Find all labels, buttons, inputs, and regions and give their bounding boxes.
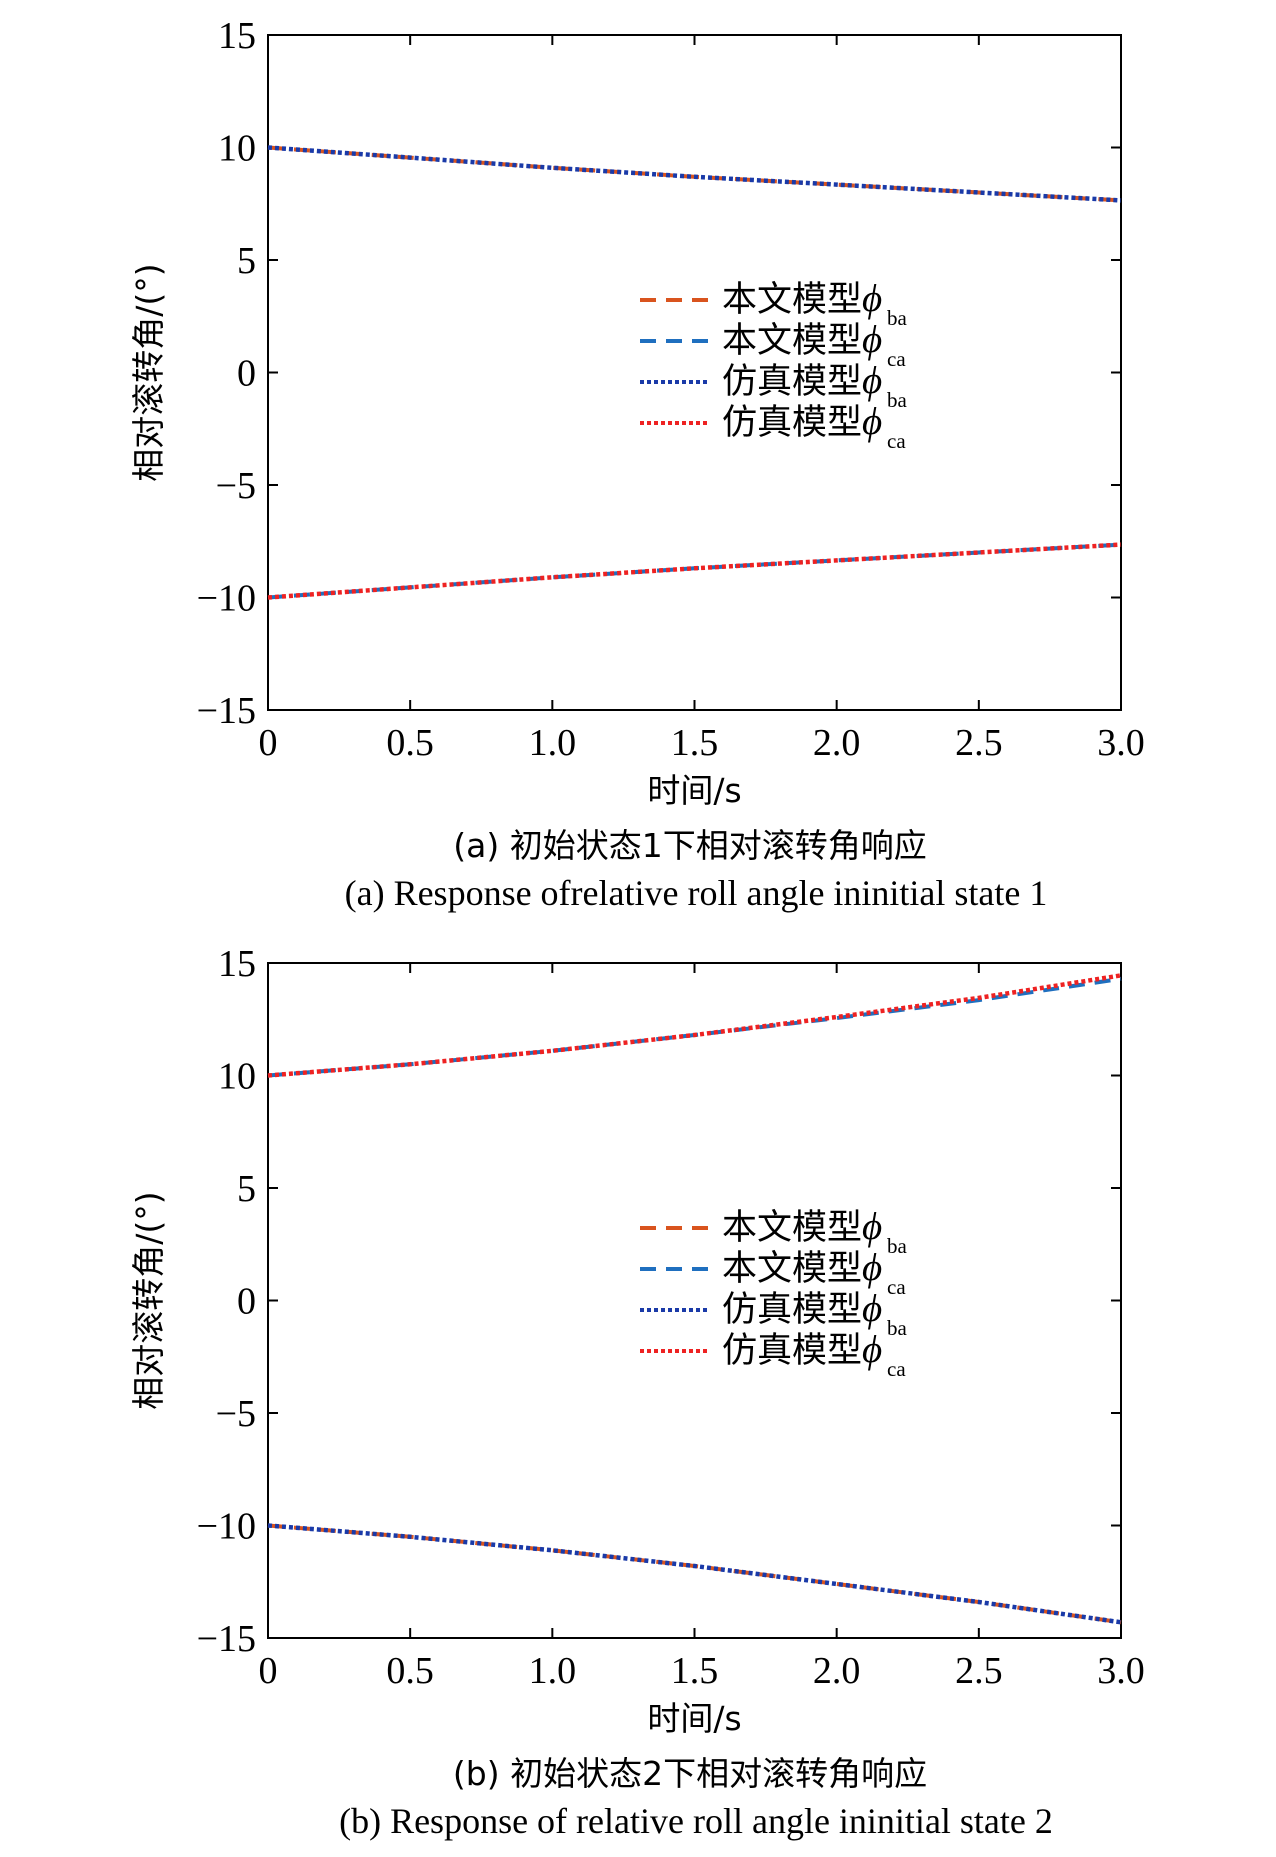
legend-subscript-0: ba (887, 306, 908, 330)
y-tick-label: 5 (237, 240, 256, 282)
caption-cn: (a) 初始状态1下相对滚转角响应 (453, 826, 926, 865)
series-line-3 (267, 973, 1122, 1078)
legend-subscript-2: ba (887, 1316, 908, 1340)
legend-subscript-1: ca (887, 1275, 906, 1299)
legend-label-1: 本文模型 (722, 1249, 862, 1289)
legend-label-3: 仿真模型 (722, 1331, 862, 1371)
y-axis-title: 相对滚转角/(°) (129, 1191, 168, 1409)
caption-en: (a) Response ofrelative roll angle inini… (345, 873, 1048, 913)
y-tick-label: 5 (237, 1168, 256, 1210)
x-tick-label: 1.5 (671, 722, 719, 764)
legend-subscript-3: ca (887, 1357, 906, 1381)
legend-label-0: 本文模型 (722, 280, 862, 320)
legend-subscript-2: ba (887, 388, 908, 412)
x-tick-label: 2.0 (813, 1650, 861, 1692)
legend-phi-1: ϕ (862, 318, 882, 361)
x-axis-title: 时间/s (647, 1699, 741, 1738)
x-tick-label: 2.5 (955, 1650, 1003, 1692)
chart-panel-a: 0 0.5 1.0 1.5 2.0 2.5 3.0 15 10 5 0 −5 −10 −15 时间/s 相对滚… (0, 0, 1276, 928)
series-line-0 (267, 1523, 1122, 1625)
legend-subscript-3: ca (887, 429, 906, 453)
y-tick-label: −5 (216, 465, 256, 507)
y-tick-label: −15 (197, 690, 256, 732)
legend-phi-2: ϕ (862, 1287, 882, 1330)
caption-cn: (b) 初始状态2下相对滚转角响应 (453, 1754, 927, 1793)
y-tick-label: 10 (218, 1056, 256, 1098)
legend-label-1: 本文模型 (722, 321, 862, 361)
series-line-3 (267, 542, 1122, 600)
series-line-2 (267, 145, 1122, 203)
x-tick-label: 1.5 (671, 1650, 719, 1692)
legend-label-2: 仿真模型 (722, 362, 862, 402)
x-tick-label: 3.0 (1097, 722, 1145, 764)
x-tick-label: 0 (259, 1650, 278, 1692)
legend-phi-0: ϕ (862, 277, 882, 320)
y-tick-label: −5 (216, 1393, 256, 1435)
legend-phi-1: ϕ (862, 1246, 882, 1289)
y-tick-label: 15 (218, 15, 256, 57)
chart-a: 0 0.5 1.0 1.5 2.0 2.5 3.0 15 10 5 0 −5 −10 −15 时间/s 相对滚… (129, 15, 1145, 913)
legend-phi-2: ϕ (862, 359, 882, 402)
plot-frame (267, 34, 1122, 711)
y-tick-label: 15 (218, 943, 256, 985)
legend-label-2: 仿真模型 (722, 1290, 862, 1330)
legend-subscript-1: ca (887, 347, 906, 371)
y-tick-label: −10 (197, 1506, 256, 1548)
legend-phi-3: ϕ (862, 400, 882, 443)
legend-subscript-0: ba (887, 1234, 908, 1258)
caption-en: (b) Response of relative roll angle inin… (339, 1801, 1053, 1841)
legend-label-0: 本文模型 (722, 1208, 862, 1248)
x-tick-label: 0 (259, 722, 278, 764)
series-line-1 (267, 976, 1122, 1078)
y-tick-label: 10 (218, 128, 256, 170)
x-tick-label: 2.5 (955, 722, 1003, 764)
y-tick-label: 0 (237, 1281, 256, 1323)
x-axis-title: 时间/s (647, 771, 741, 810)
x-tick-label: 1.0 (529, 722, 577, 764)
x-tick-label: 1.0 (529, 1650, 577, 1692)
legend-phi-3: ϕ (862, 1328, 882, 1371)
chart-b: 0 0.5 1.0 1.5 2.0 2.5 3.0 15 10 5 0 −5 −10 −15 时间/s 相对滚… (129, 943, 1145, 1841)
x-tick-label: 0.5 (386, 722, 434, 764)
y-tick-label: −15 (197, 1618, 256, 1660)
y-tick-label: −10 (197, 578, 256, 620)
y-axis-title: 相对滚转角/(°) (129, 263, 168, 481)
legend-label-3: 仿真模型 (722, 403, 862, 443)
series-line-2 (267, 1523, 1122, 1625)
legend-phi-0: ϕ (862, 1205, 882, 1248)
x-tick-label: 3.0 (1097, 1650, 1145, 1692)
chart-panel-b: 0 0.5 1.0 1.5 2.0 2.5 3.0 15 10 5 0 −5 −10 −15 时间/s 相对滚… (0, 928, 1276, 1857)
x-tick-label: 2.0 (813, 722, 861, 764)
x-tick-label: 0.5 (386, 1650, 434, 1692)
y-tick-label: 0 (237, 353, 256, 395)
